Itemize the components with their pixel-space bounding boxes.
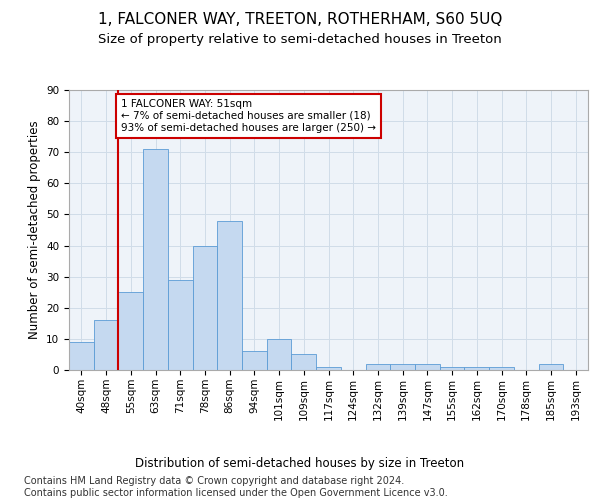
Bar [415, 364, 440, 370]
Bar [193, 246, 217, 370]
Bar [118, 292, 143, 370]
Text: 1 FALCONER WAY: 51sqm
← 7% of semi-detached houses are smaller (18)
93% of semi-: 1 FALCONER WAY: 51sqm ← 7% of semi-detac… [121, 100, 376, 132]
Text: Contains HM Land Registry data © Crown copyright and database right 2024.: Contains HM Land Registry data © Crown c… [24, 476, 404, 486]
Bar [143, 149, 168, 370]
Bar [168, 280, 193, 370]
Bar [217, 220, 242, 370]
Bar [94, 320, 118, 370]
Bar [539, 364, 563, 370]
Bar [69, 342, 94, 370]
Text: Distribution of semi-detached houses by size in Treeton: Distribution of semi-detached houses by … [136, 458, 464, 470]
Text: Contains public sector information licensed under the Open Government Licence v3: Contains public sector information licen… [24, 488, 448, 498]
Bar [316, 367, 341, 370]
Bar [489, 367, 514, 370]
Bar [365, 364, 390, 370]
Y-axis label: Number of semi-detached properties: Number of semi-detached properties [28, 120, 41, 340]
Text: 1, FALCONER WAY, TREETON, ROTHERHAM, S60 5UQ: 1, FALCONER WAY, TREETON, ROTHERHAM, S60… [98, 12, 502, 28]
Bar [464, 367, 489, 370]
Bar [242, 352, 267, 370]
Bar [440, 367, 464, 370]
Bar [390, 364, 415, 370]
Bar [267, 339, 292, 370]
Text: Size of property relative to semi-detached houses in Treeton: Size of property relative to semi-detach… [98, 32, 502, 46]
Bar [292, 354, 316, 370]
